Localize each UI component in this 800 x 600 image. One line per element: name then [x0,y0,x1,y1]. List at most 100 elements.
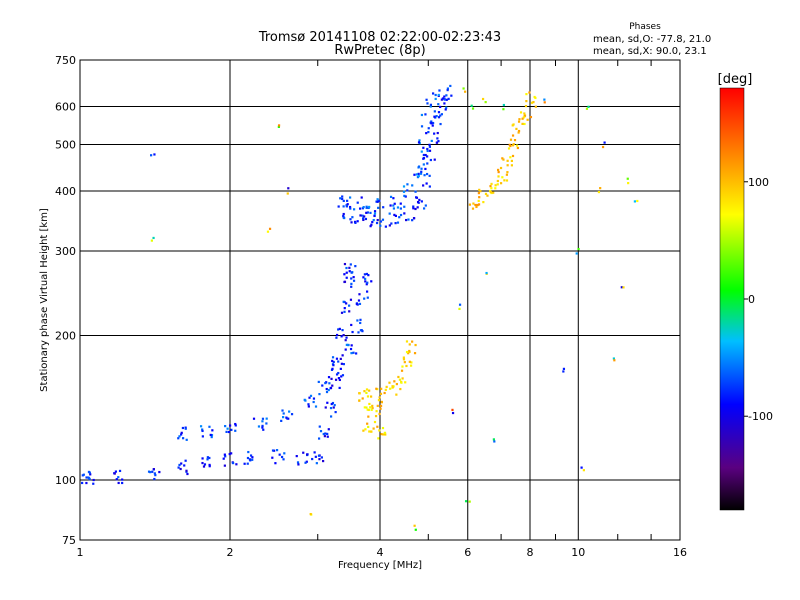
data-point [405,340,409,343]
data-point [309,512,312,516]
data-point [505,179,509,182]
data-point [506,159,509,162]
data-point [210,434,214,437]
data-point [346,199,349,202]
data-point [325,390,329,394]
data-point [445,98,448,101]
data-point [283,452,286,455]
data-point [511,144,514,147]
data-point [337,377,341,380]
data-point [340,335,343,338]
data-point [597,190,601,194]
data-point [414,528,417,531]
data-point [368,205,371,209]
data-point [211,429,214,432]
data-point [523,112,526,115]
data-point [399,387,402,391]
data-point [330,402,333,406]
data-point [388,224,391,227]
colorbar-label: [deg] [718,72,753,87]
data-point [223,464,226,467]
data-point [326,432,329,436]
data-point [350,323,353,327]
data-point [410,361,413,364]
data-point [424,153,427,157]
data-point [335,336,338,339]
data-point [203,463,207,466]
data-point [443,102,446,105]
data-point [371,407,374,410]
data-point [82,473,85,476]
data-point [342,205,345,208]
data-point [341,197,344,201]
data-point [517,131,520,134]
data-point [331,384,334,387]
data-point [398,378,402,381]
data-point [507,147,511,150]
data-point [422,153,425,157]
data-point [92,482,95,485]
annotation-heading: Phases [629,22,661,32]
data-point [147,470,151,473]
data-point [612,357,615,360]
data-point [114,470,117,473]
data-point [326,435,329,438]
data-point [524,104,528,108]
data-point [248,458,251,461]
data-point [435,141,438,144]
data-point [384,433,387,436]
data-point [87,476,90,479]
data-point [383,391,386,395]
data-point [324,432,327,435]
data-point [345,204,348,207]
data-point [414,343,417,347]
data-point [402,190,406,193]
data-point [367,408,370,412]
data-point [352,351,355,354]
data-point [401,377,404,380]
data-point [224,455,227,458]
data-point [153,477,156,481]
data-point [274,462,277,465]
data-point [373,420,377,424]
data-point [322,459,325,463]
data-point [562,367,566,370]
x-axis-label: Frequency [MHz] [338,560,422,571]
data-point [362,276,365,279]
data-point [380,433,383,436]
data-point [490,187,493,190]
data-point [321,384,324,387]
data-point [352,276,355,279]
data-point [186,472,189,476]
data-point [351,216,354,219]
data-point [428,145,431,148]
data-point [177,437,180,440]
data-point [433,110,436,113]
data-point [492,191,495,194]
data-point [516,146,519,150]
data-point [365,391,368,394]
x-tick-label: 1 [77,546,84,559]
data-point [153,153,156,156]
data-point [206,456,209,459]
data-point [337,205,340,208]
data-point [338,386,341,390]
data-point [356,220,359,223]
data-point [331,359,334,363]
data-point [411,340,414,343]
data-point [349,196,352,199]
data-point [425,182,428,185]
data-point [92,478,95,482]
x-tick-label: 8 [527,546,534,559]
data-point [318,392,321,396]
data-point [418,139,421,142]
data-point [370,408,373,411]
data-point [443,98,446,101]
data-point [413,524,416,527]
data-point [529,115,533,119]
data-point [364,428,367,431]
data-point [271,456,274,459]
data-point [331,367,334,370]
data-point [81,481,84,485]
data-point [361,397,364,400]
